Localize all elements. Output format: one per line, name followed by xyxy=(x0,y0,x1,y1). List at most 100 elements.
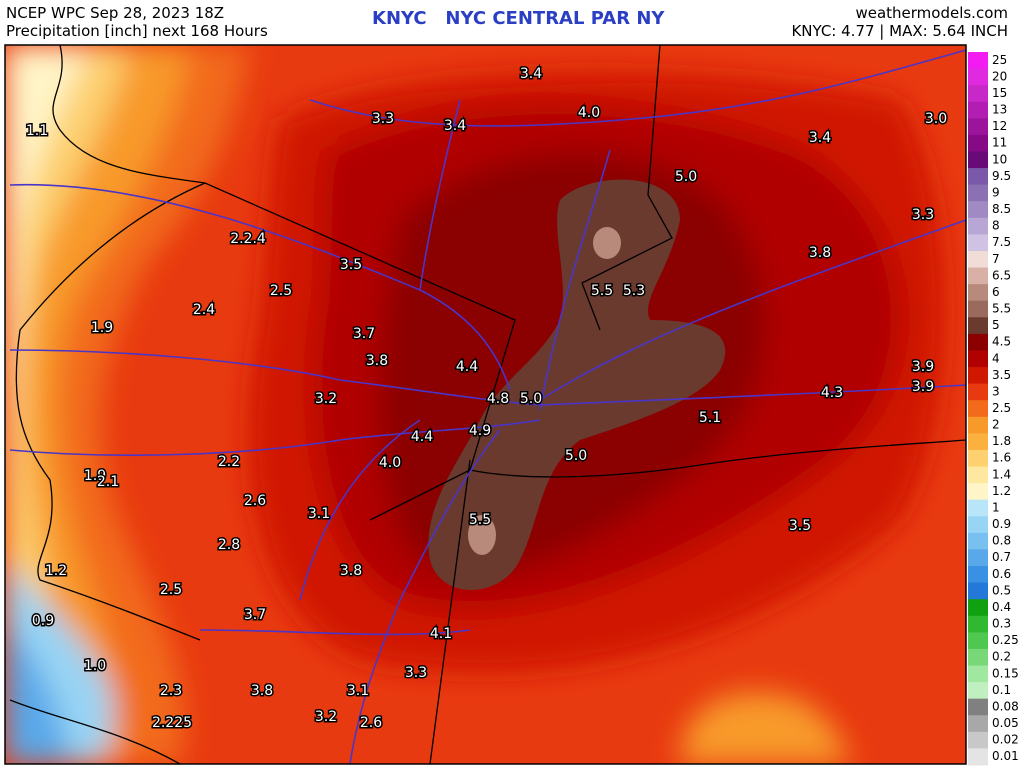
precip-label: 2.6 xyxy=(360,715,382,731)
precip-label: 4.4 xyxy=(411,429,433,445)
precip-label: 2.4 xyxy=(193,302,215,318)
header-line: weathermodels.com xyxy=(855,4,1008,22)
precip-label: 5.5 xyxy=(469,512,491,528)
legend-label: 11 xyxy=(992,136,1007,150)
precip-label: 3.8 xyxy=(809,245,831,261)
highways xyxy=(9,49,967,765)
precip-label: 3.4 xyxy=(444,118,466,134)
precip-label: 4.1 xyxy=(430,626,452,642)
legend-label: 3 xyxy=(992,384,1000,398)
legend-swatch xyxy=(968,549,988,567)
legend-label: 25 xyxy=(992,53,1007,67)
header-line: KNYC: 4.77 | MAX: 5.64 INCH xyxy=(791,22,1008,40)
precip-label: 4.0 xyxy=(578,105,600,121)
precip-label: 2.1 xyxy=(97,474,119,490)
legend-label: 1 xyxy=(992,500,1000,514)
precip-label: 5.0 xyxy=(675,169,697,185)
legend-label: 13 xyxy=(992,103,1007,117)
precip-label: 4.8 xyxy=(487,391,509,407)
legend-label: 6.5 xyxy=(992,268,1011,282)
legend-label: 7 xyxy=(992,252,1000,266)
precip-label: 1.9 xyxy=(84,468,106,484)
precip-label: 4.0 xyxy=(379,455,401,471)
legend-swatch xyxy=(968,615,988,633)
precip-label: 2.2.4 xyxy=(230,231,266,247)
legend-label: 0.5 xyxy=(992,583,1011,597)
legend-swatch xyxy=(968,68,988,86)
precip-label: 3.0 xyxy=(925,111,947,127)
legend-swatch xyxy=(968,599,988,617)
legend-swatch xyxy=(968,682,988,700)
legend-label: 0.01 xyxy=(992,749,1019,763)
precip-label: 1.2 xyxy=(45,563,67,579)
legend-swatch xyxy=(968,748,988,766)
legend-label: 9 xyxy=(992,185,1000,199)
precip-label: 3.8 xyxy=(340,563,362,579)
precip-label: 5.0 xyxy=(565,448,587,464)
precip-label: 3.5 xyxy=(340,257,362,273)
legend-swatch xyxy=(968,383,988,401)
precip-label: 1.9 xyxy=(91,320,113,336)
legend-swatch xyxy=(968,184,988,202)
legend-label: 2 xyxy=(992,418,1000,432)
precip-label: 2.3 xyxy=(160,683,182,699)
precip-label: 1.1 xyxy=(26,123,48,139)
precip-field xyxy=(5,45,966,764)
precip-label: 3.1 xyxy=(308,506,330,522)
legend-swatch xyxy=(968,731,988,749)
legend-label: 0.7 xyxy=(992,550,1011,564)
precip-label: 3.2 xyxy=(315,709,337,725)
boundaries xyxy=(9,44,967,765)
map-frame xyxy=(4,44,967,765)
precip-label: 3.7 xyxy=(353,326,375,342)
legend-swatch xyxy=(968,52,988,70)
legend-swatch xyxy=(968,267,988,285)
precip-label: 2.5 xyxy=(270,283,292,299)
legend-label: 0.05 xyxy=(992,716,1019,730)
precip-label: 3.3 xyxy=(372,111,394,127)
precip-label: 3.3 xyxy=(405,665,427,681)
legend-label: 10 xyxy=(992,152,1007,166)
legend-label: 7.5 xyxy=(992,235,1011,249)
legend-label: 0.6 xyxy=(992,567,1011,581)
legend-label: 0.8 xyxy=(992,534,1011,548)
legend-label: 1.2 xyxy=(992,484,1011,498)
precip-label: 2.5 xyxy=(160,582,182,598)
precip-label: 3.9 xyxy=(912,379,934,395)
precip-label: 2.225 xyxy=(152,715,192,731)
legend-swatch xyxy=(968,400,988,418)
legend-label: 0.02 xyxy=(992,733,1019,747)
legend-swatch xyxy=(968,532,988,550)
legend-swatch xyxy=(968,250,988,269)
legend-label: 0.4 xyxy=(992,600,1011,614)
legend-swatch xyxy=(968,85,988,103)
legend-label: 5 xyxy=(992,318,1000,332)
precip-label: 3.9 xyxy=(912,359,934,375)
legend-swatch xyxy=(968,300,988,318)
precip-label: 3.4 xyxy=(809,130,831,146)
legend-label: 4 xyxy=(992,351,1000,365)
precip-label: 3.8 xyxy=(366,353,388,369)
header-left: NCEP WPC Sep 28, 2023 18Z Precipitation [… xyxy=(6,4,268,40)
precip-label: 3.5 xyxy=(789,518,811,534)
precip-label: 3.1 xyxy=(347,683,369,699)
header-right: weathermodels.com KNYC: 4.77 | MAX: 5.64 … xyxy=(791,4,1008,40)
precip-label: 2.2 xyxy=(218,454,240,470)
legend-label: 4.5 xyxy=(992,335,1011,349)
legend-label: 12 xyxy=(992,119,1007,133)
legend-swatch xyxy=(968,648,988,667)
legend-label: 1.8 xyxy=(992,434,1011,448)
legend-swatch xyxy=(968,134,988,152)
precip-label: 5.1 xyxy=(699,410,721,426)
legend-swatch xyxy=(968,234,988,252)
header-title: KNYC NYC CENTRAL PAR NY xyxy=(372,8,665,29)
precip-label: 1.0 xyxy=(84,658,106,674)
header-line: Precipitation [inch] next 168 Hours xyxy=(6,22,268,40)
legend-label: 6 xyxy=(992,285,1000,299)
legend-swatch xyxy=(968,168,988,186)
legend-label: 0.9 xyxy=(992,517,1011,531)
precip-label: 0.9 xyxy=(32,613,54,629)
legend-swatch xyxy=(968,118,988,136)
